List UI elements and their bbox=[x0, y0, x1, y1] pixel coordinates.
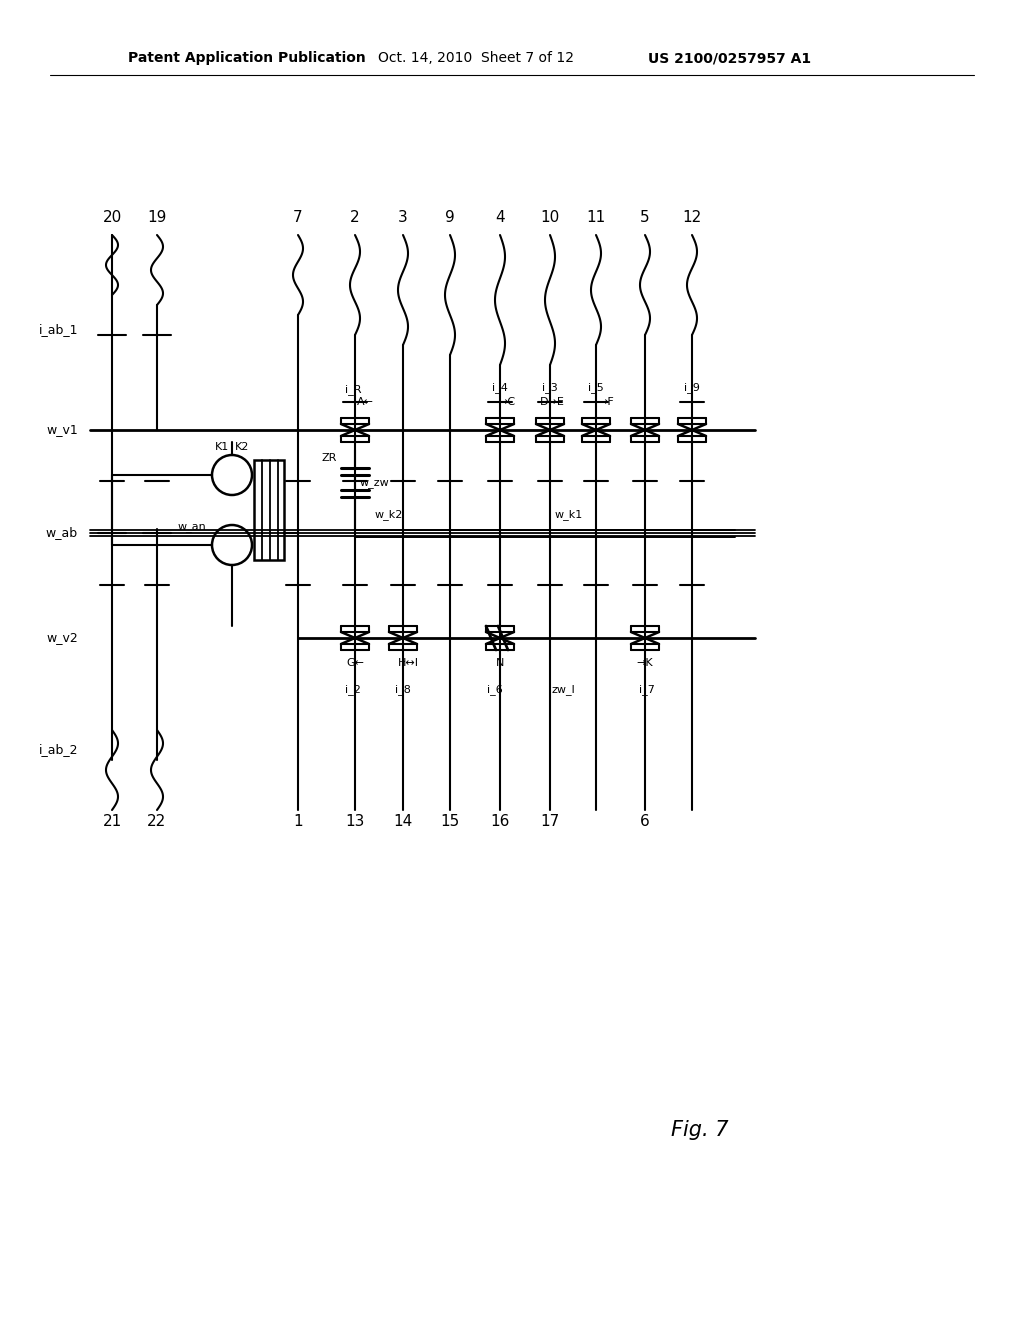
Text: 17: 17 bbox=[541, 814, 560, 829]
Text: D↔E: D↔E bbox=[540, 397, 564, 407]
Text: 5: 5 bbox=[640, 210, 650, 226]
Text: G←: G← bbox=[346, 657, 364, 668]
Text: 11: 11 bbox=[587, 210, 605, 226]
Text: 20: 20 bbox=[102, 210, 122, 226]
Text: 7: 7 bbox=[293, 210, 303, 226]
Text: 15: 15 bbox=[440, 814, 460, 829]
Text: i_8: i_8 bbox=[395, 685, 411, 696]
Text: 16: 16 bbox=[490, 814, 510, 829]
Text: i_6: i_6 bbox=[487, 685, 503, 696]
Text: K2: K2 bbox=[234, 442, 249, 451]
Text: Patent Application Publication: Patent Application Publication bbox=[128, 51, 366, 65]
Text: 22: 22 bbox=[147, 814, 167, 829]
Text: 14: 14 bbox=[393, 814, 413, 829]
Text: Fig. 7: Fig. 7 bbox=[672, 1119, 729, 1140]
Text: i_ab_2: i_ab_2 bbox=[39, 743, 78, 756]
Text: US 2100/0257957 A1: US 2100/0257957 A1 bbox=[648, 51, 811, 65]
Text: w_k2: w_k2 bbox=[375, 510, 403, 520]
Text: 13: 13 bbox=[345, 814, 365, 829]
Text: Oct. 14, 2010  Sheet 7 of 12: Oct. 14, 2010 Sheet 7 of 12 bbox=[378, 51, 574, 65]
Text: i_R: i_R bbox=[345, 384, 361, 396]
Text: 6: 6 bbox=[640, 814, 650, 829]
Text: N: N bbox=[496, 657, 504, 668]
Bar bbox=[254, 459, 284, 560]
Text: i_7: i_7 bbox=[639, 685, 655, 696]
Text: 21: 21 bbox=[102, 814, 122, 829]
Text: i_4: i_4 bbox=[493, 383, 508, 393]
Text: ZR: ZR bbox=[322, 453, 337, 463]
Text: →C: →C bbox=[498, 397, 515, 407]
Text: w_k1: w_k1 bbox=[555, 510, 584, 520]
Text: i_ab_1: i_ab_1 bbox=[39, 323, 78, 337]
Text: K1: K1 bbox=[215, 442, 229, 451]
Text: A←: A← bbox=[357, 397, 374, 407]
Text: 1: 1 bbox=[293, 814, 303, 829]
Text: w_zw: w_zw bbox=[360, 478, 390, 488]
Text: i_9: i_9 bbox=[684, 383, 700, 393]
Text: 3: 3 bbox=[398, 210, 408, 226]
Text: 12: 12 bbox=[682, 210, 701, 226]
Text: w_v1: w_v1 bbox=[46, 424, 78, 437]
Text: →K: →K bbox=[637, 657, 653, 668]
Text: 10: 10 bbox=[541, 210, 560, 226]
Text: 19: 19 bbox=[147, 210, 167, 226]
Text: w_v2: w_v2 bbox=[46, 631, 78, 644]
Text: 9: 9 bbox=[445, 210, 455, 226]
Text: i_5: i_5 bbox=[588, 383, 604, 393]
Text: w_ab: w_ab bbox=[46, 527, 78, 540]
Text: w_an: w_an bbox=[177, 521, 206, 532]
Text: →F: →F bbox=[598, 397, 613, 407]
Text: 2: 2 bbox=[350, 210, 359, 226]
Text: 4: 4 bbox=[496, 210, 505, 226]
Text: H↔I: H↔I bbox=[397, 657, 419, 668]
Text: zw_l: zw_l bbox=[552, 685, 575, 696]
Text: i_2: i_2 bbox=[345, 685, 360, 696]
Text: i_3: i_3 bbox=[542, 383, 558, 393]
